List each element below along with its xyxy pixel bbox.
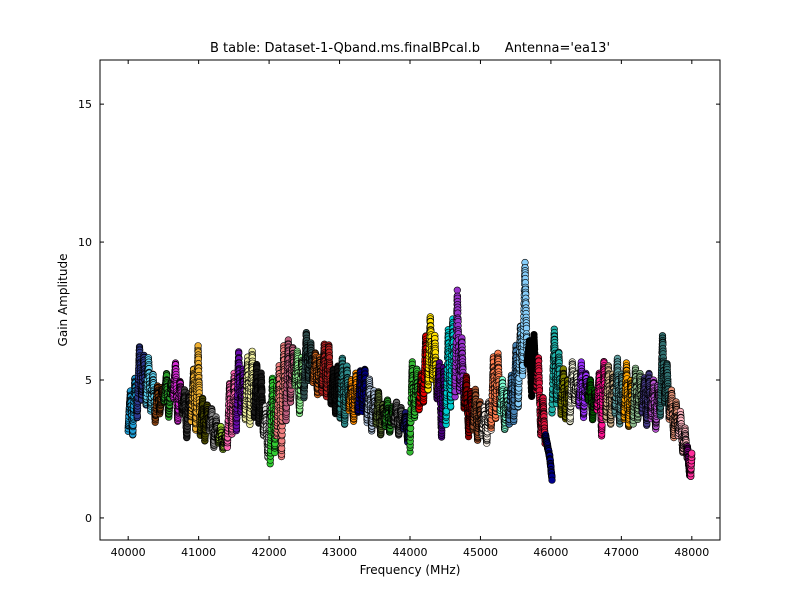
data-point [453, 286, 461, 294]
data-points [124, 258, 696, 484]
chart-title: B table: Dataset-1-Qband.ms.finalBPcal.b… [210, 41, 610, 56]
